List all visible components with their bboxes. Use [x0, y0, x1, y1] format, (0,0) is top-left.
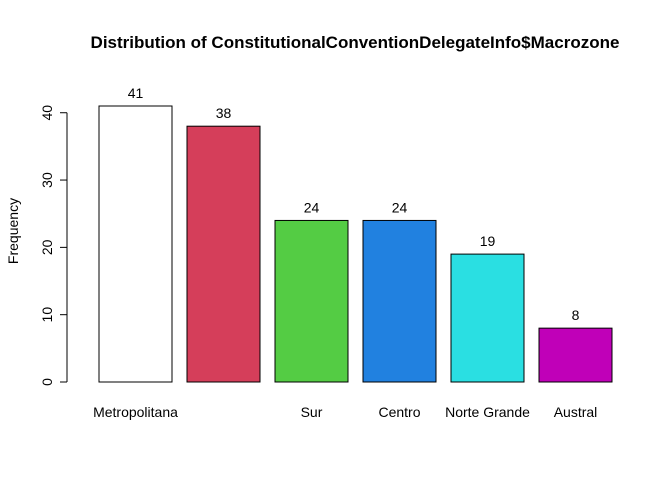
category-label: Sur [301, 404, 323, 420]
bar [274, 219, 349, 383]
y-axis-title: Frequency [5, 198, 21, 264]
category-label: Norte Grande [445, 404, 530, 420]
data-label: 24 [304, 199, 320, 215]
y-tick-label: 40 [39, 105, 55, 121]
data-label: 24 [392, 199, 408, 215]
category-label: Austral [554, 404, 598, 420]
y-tick-label: 10 [39, 307, 55, 323]
bar [450, 253, 525, 383]
data-labels: 41 38 24 24 19 8 [128, 85, 580, 323]
y-axis: 0 10 20 30 40 [39, 105, 68, 386]
data-label: 38 [216, 105, 232, 121]
bar [538, 327, 613, 383]
bar [98, 105, 173, 383]
bar [362, 219, 437, 383]
data-label: 8 [572, 307, 580, 323]
category-label: Metropolitana [93, 404, 178, 420]
y-tick-label: 20 [39, 239, 55, 255]
chart-title: Distribution of ConstitutionalConvention… [91, 33, 620, 52]
data-label: 41 [128, 85, 144, 101]
bar [186, 125, 261, 383]
y-tick-label: 0 [39, 378, 55, 386]
bars [98, 105, 613, 383]
category-labels: Metropolitana Sur Centro Norte Grande Austra… [93, 404, 597, 420]
data-label: 19 [480, 233, 496, 249]
category-label: Centro [378, 404, 420, 420]
y-tick-label: 30 [39, 172, 55, 188]
